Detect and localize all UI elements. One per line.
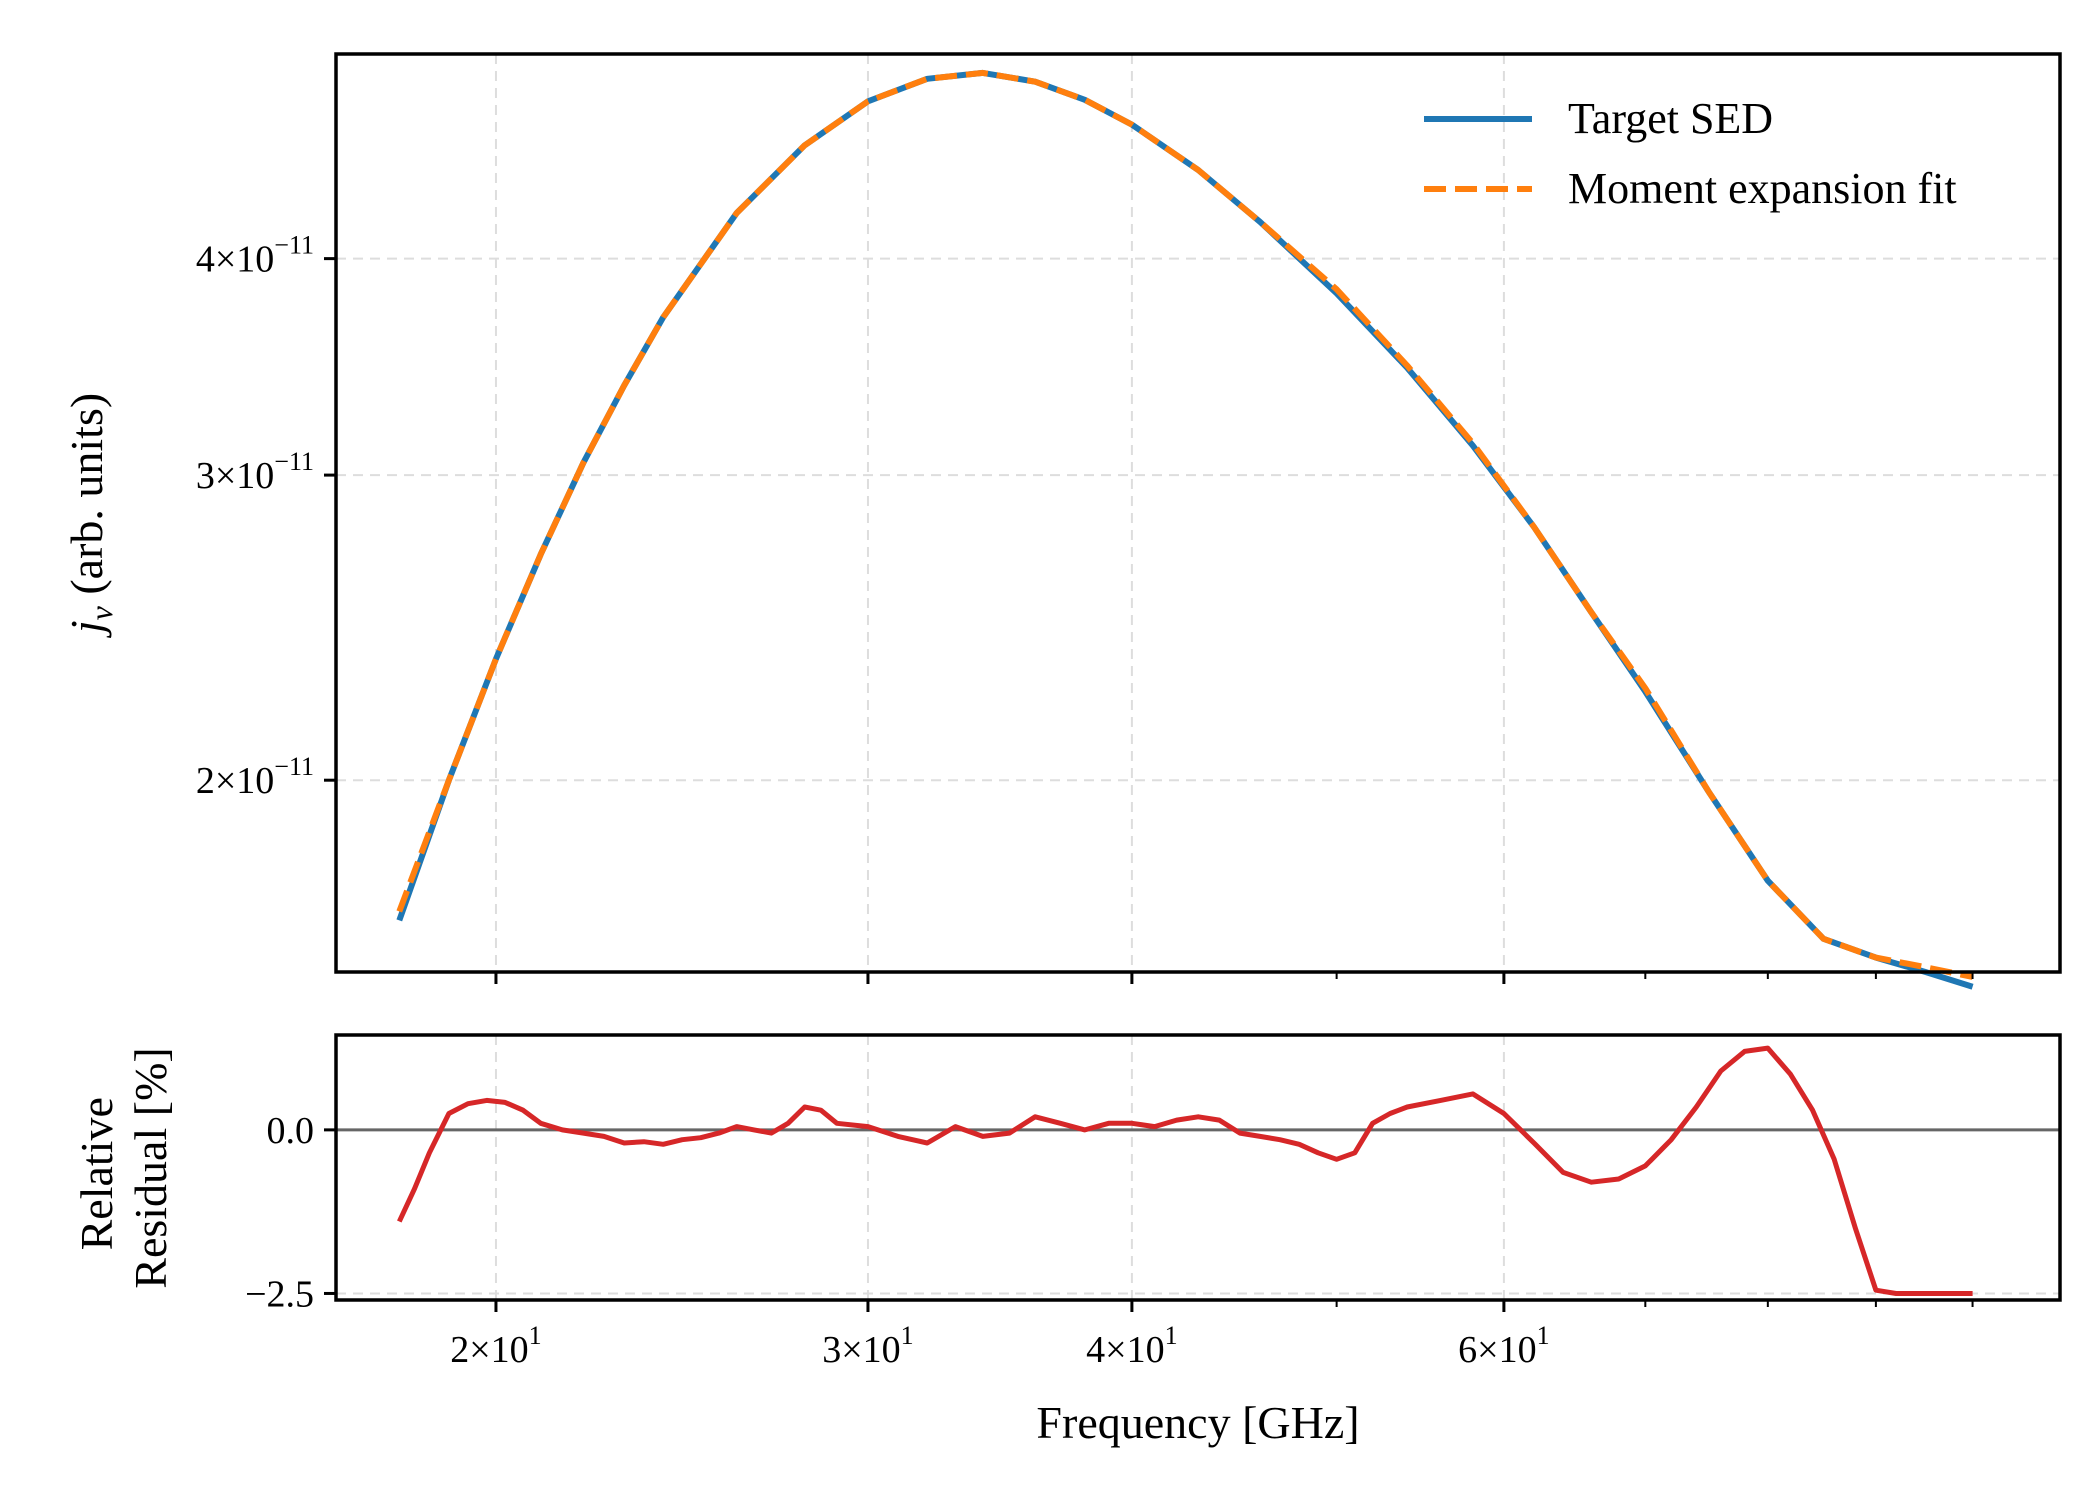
legend: Target SED Moment expansion fit [1424, 94, 1957, 213]
sed-plot-frame [334, 52, 2062, 974]
sed-grid [336, 54, 2060, 972]
residual-panel: 0.0 −2.5 2×101 3×101 4×101 6×101 Relative Re… [71, 1033, 2062, 1448]
residual-plot-frame [334, 1033, 2062, 1302]
residual-grid [336, 1035, 2060, 1300]
sed-y-axis-label: jν (arb. units) [61, 393, 119, 638]
residual-y-label-line2: Residual [%] [125, 1047, 176, 1288]
residual-y-axis-label: Relative Residual [%] [71, 1047, 176, 1288]
residual-x-tick-label: 3×101 [822, 1321, 913, 1371]
sed-y-tick-label: 3×10−11 [196, 447, 314, 497]
sed-x-ticks [494, 972, 1974, 984]
residual-x-tick-label: 2×101 [450, 1321, 541, 1371]
residual-y-tick-label: 0.0 [267, 1110, 315, 1152]
residual-y-tick-label: −2.5 [245, 1273, 314, 1315]
sed-series [396, 69, 1974, 990]
sed-y-tick-label: 4×10−11 [196, 231, 314, 281]
y-label-j: j [61, 620, 112, 638]
y-label-units: (arb. units) [61, 393, 112, 606]
residual-x-ticks: 2×101 3×101 4×101 6×101 [450, 1300, 1974, 1371]
legend-label-moment-fit: Moment expansion fit [1568, 164, 1957, 213]
residual-line [397, 1045, 1973, 1296]
x-axis-label: Frequency [GHz] [1036, 1397, 1359, 1448]
legend-label-target-sed: Target SED [1568, 94, 1773, 143]
y-label-nu-subscript: ν [83, 605, 119, 620]
sed-y-ticks: 2×10−11 3×10−11 4×10−11 [196, 231, 336, 802]
sed-panel: 2×10−11 3×10−11 4×10−11 Target SED Moment … [61, 52, 2062, 990]
sed-y-tick-label: 2×10−11 [196, 752, 314, 802]
residual-x-tick-label: 6×101 [1458, 1321, 1549, 1371]
moment-fit-line [396, 69, 1974, 980]
residual-y-ticks: 0.0 −2.5 [245, 1110, 336, 1315]
residual-x-tick-label: 4×101 [1086, 1321, 1177, 1371]
residual-series [397, 1045, 1973, 1296]
residual-y-label-line1: Relative [71, 1097, 122, 1250]
